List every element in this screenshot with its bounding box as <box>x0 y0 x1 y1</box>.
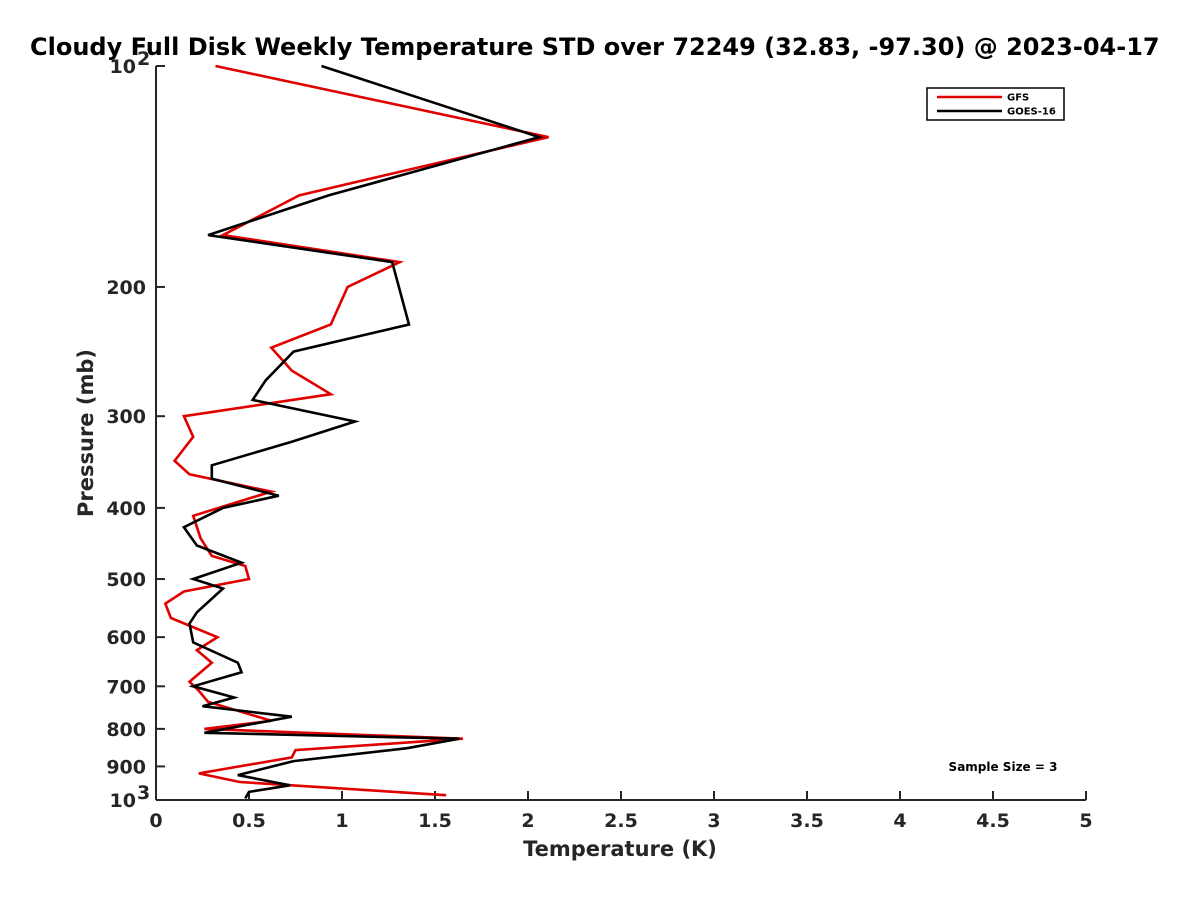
x-tick-label: 1 <box>335 810 348 832</box>
x-axis-label: Temperature (K) <box>523 837 717 861</box>
y-tick-label: 10 <box>110 790 136 812</box>
chart-title: Cloudy Full Disk Weekly Temperature STD … <box>30 33 1160 61</box>
x-tick-label: 0 <box>149 810 162 832</box>
x-tick-label: 2.5 <box>604 810 638 832</box>
x-axis: 0 0.5 1 1.5 2 2.5 3 3.5 4 4.5 5 <box>149 791 1093 832</box>
legend: GFS GOES-16 <box>926 87 1065 121</box>
plot-area <box>155 66 1086 801</box>
series-line-goes-16 <box>181 64 544 800</box>
x-tick-label: 3 <box>707 810 720 832</box>
x-tick-label: 5 <box>1079 810 1092 832</box>
y-tick-exponent: 3 <box>137 782 150 804</box>
x-tick-label: 3.5 <box>790 810 824 832</box>
y-tick-label: 300 <box>106 406 146 428</box>
x-tick-label: 1.5 <box>418 810 452 832</box>
y-tick-label: 500 <box>106 569 146 591</box>
legend-label: GOES-16 <box>1007 107 1056 118</box>
x-tick-label: 2 <box>521 810 534 832</box>
legend-box <box>926 87 1065 121</box>
y-tick-label: 400 <box>106 498 146 520</box>
y-axis-label: Pressure (mb) <box>74 349 98 517</box>
y-tick-label: 900 <box>106 756 146 778</box>
y-tick-label: 200 <box>106 277 146 299</box>
legend-label: GFS <box>1007 93 1029 104</box>
series-group <box>163 64 549 800</box>
y-tick-label: 800 <box>106 719 146 741</box>
y-tick-label: 600 <box>106 627 146 649</box>
x-tick-label: 0.5 <box>232 810 266 832</box>
y-tick-exponent: 2 <box>137 48 150 70</box>
x-tick-label: 4 <box>893 810 906 832</box>
sample-size-annotation: Sample Size = 3 <box>949 760 1058 774</box>
y-tick-label: 700 <box>106 676 146 698</box>
x-tick-label: 4.5 <box>976 810 1010 832</box>
series-line-gfs <box>163 64 549 797</box>
y-tick-label: 10 <box>110 56 136 78</box>
